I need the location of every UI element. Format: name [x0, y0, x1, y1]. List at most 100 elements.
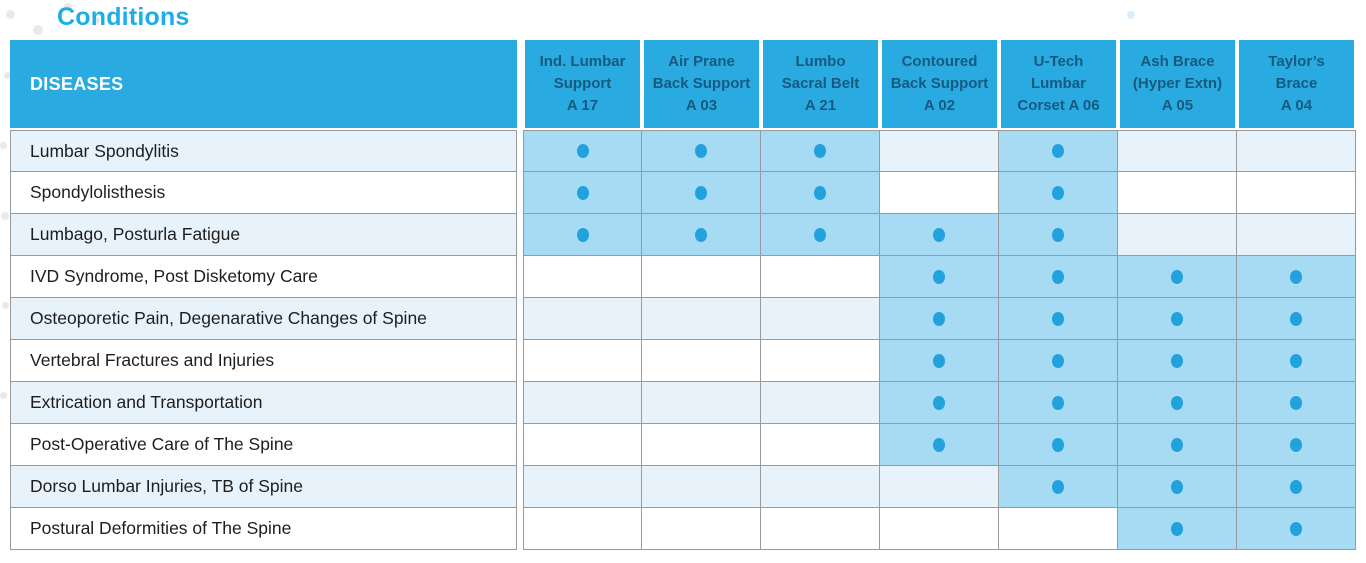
decorative-dot [4, 72, 11, 79]
mark-cell-marked [880, 256, 999, 298]
mark-cell-marked [1237, 466, 1356, 508]
column-gutter [517, 256, 523, 298]
column-gutter [517, 340, 523, 382]
availability-dot-icon [814, 227, 826, 242]
column-header-line: Corset A 06 [1017, 96, 1100, 114]
mark-cell-marked [642, 172, 761, 214]
mark-cell-marked [761, 130, 880, 172]
mark-cell-marked [999, 172, 1118, 214]
mark-cell-marked [1118, 298, 1237, 340]
mark-cell-marked [999, 382, 1118, 424]
table-row: Spondylolisthesis [10, 172, 1356, 214]
mark-cell-empty [880, 466, 999, 508]
availability-dot-icon [1052, 311, 1064, 326]
column-gutter [517, 508, 523, 550]
mark-cell-marked [999, 424, 1118, 466]
mark-cell-marked [880, 298, 999, 340]
table-row: Extrication and Transportation [10, 382, 1356, 424]
mark-cell-marked [523, 172, 642, 214]
column-gutter [517, 382, 523, 424]
availability-dot-icon [1171, 269, 1183, 284]
mark-cell-empty [1118, 130, 1237, 172]
mark-cell-empty [523, 382, 642, 424]
mark-cell-empty [642, 382, 761, 424]
mark-cell-empty [523, 466, 642, 508]
mark-cell-marked [1237, 424, 1356, 466]
table-row: Lumbar Spondylitis [10, 130, 1356, 172]
mark-cell-empty [761, 340, 880, 382]
availability-dot-icon [933, 227, 945, 242]
disease-cell: IVD Syndrome, Post Disketomy Care [10, 256, 517, 298]
mark-cell-empty [523, 256, 642, 298]
mark-cell-marked [1118, 340, 1237, 382]
mark-cell-marked [1118, 508, 1237, 550]
mark-cell-empty [761, 298, 880, 340]
availability-dot-icon [1290, 521, 1302, 536]
availability-dot-icon [576, 227, 589, 242]
availability-dot-icon [1171, 311, 1183, 326]
column-header-line: Taylor’s [1268, 53, 1325, 71]
column-header-line: Back Support [652, 75, 751, 93]
conditions-table: DISEASES Ind. Lumbar Support A 17 Air Prane… [10, 40, 1356, 550]
decorative-dot [0, 142, 7, 149]
column-header-line: A 21 [804, 96, 837, 114]
availability-dot-icon [695, 144, 707, 158]
mark-cell-marked [1237, 508, 1356, 550]
disease-cell: Post-Operative Care of The Spine [10, 424, 517, 466]
mark-cell-marked [1237, 298, 1356, 340]
availability-dot-icon [695, 227, 707, 242]
mark-cell-marked [1118, 424, 1237, 466]
column-header-line: Air Prane [668, 53, 735, 71]
column-gutter [517, 214, 523, 256]
column-header-line: Lumbar [1030, 75, 1086, 93]
mark-cell-empty [1237, 130, 1356, 172]
column-gutter [517, 40, 523, 128]
decorative-dot [1127, 11, 1135, 19]
table-row: Lumbago, Posturla Fatigue [10, 214, 1356, 256]
availability-dot-icon [576, 185, 589, 200]
availability-dot-icon [1052, 437, 1064, 452]
column-header-line: A 03 [685, 96, 718, 114]
availability-dot-icon [933, 437, 945, 452]
mark-cell-marked [999, 214, 1118, 256]
diseases-header: DISEASES [10, 40, 517, 128]
availability-dot-icon [1171, 437, 1183, 452]
column-header-a06: U-Tech Lumbar Corset A 06 [1001, 40, 1116, 128]
availability-dot-icon [1171, 353, 1183, 368]
mark-cell-empty [1237, 214, 1356, 256]
column-gutter [517, 130, 523, 172]
disease-cell: Osteoporetic Pain, Degenarative Changes … [10, 298, 517, 340]
availability-dot-icon [1290, 437, 1302, 452]
mark-cell-marked [761, 172, 880, 214]
mark-cell-empty [642, 508, 761, 550]
disease-cell: Spondylolisthesis [10, 172, 517, 214]
mark-cell-marked [642, 130, 761, 172]
mark-cell-empty [761, 256, 880, 298]
column-header-line: (Hyper Extn) [1132, 75, 1223, 93]
mark-cell-empty [642, 298, 761, 340]
mark-cell-empty [880, 508, 999, 550]
availability-dot-icon [1052, 227, 1064, 242]
column-header-a21: Lumbo Sacral Belt A 21 [763, 40, 878, 128]
mark-cell-marked [999, 256, 1118, 298]
page-title: Conditions [57, 3, 190, 31]
mark-cell-empty [642, 256, 761, 298]
column-header-a03: Air Prane Back Support A 03 [644, 40, 759, 128]
mark-cell-marked [1237, 382, 1356, 424]
mark-cell-empty [642, 340, 761, 382]
availability-dot-icon [933, 353, 945, 368]
availability-dot-icon [1052, 395, 1064, 410]
column-header-line: Brace [1275, 75, 1318, 93]
disease-cell: Postural Deformities of The Spine [10, 508, 517, 550]
mark-cell-empty [523, 508, 642, 550]
column-header-line: Lumbo [795, 53, 846, 71]
disease-cell: Dorso Lumbar Injuries, TB of Spine [10, 466, 517, 508]
mark-cell-empty [523, 424, 642, 466]
mark-cell-marked [523, 130, 642, 172]
availability-dot-icon [1290, 353, 1302, 368]
disease-cell: Lumbago, Posturla Fatigue [10, 214, 517, 256]
mark-cell-marked [999, 340, 1118, 382]
mark-cell-empty [1118, 172, 1237, 214]
mark-cell-empty [761, 424, 880, 466]
column-header-a02: Contoured Back Support A 02 [882, 40, 997, 128]
